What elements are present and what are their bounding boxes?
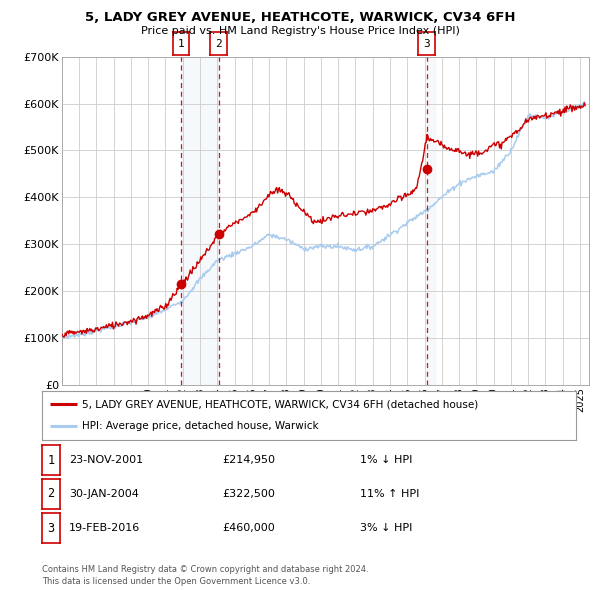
Text: 1: 1 [47,454,55,467]
Text: 2: 2 [47,487,55,500]
Text: 23-NOV-2001: 23-NOV-2001 [69,455,143,465]
Text: Contains HM Land Registry data © Crown copyright and database right 2024.: Contains HM Land Registry data © Crown c… [42,565,368,574]
Text: 5, LADY GREY AVENUE, HEATHCOTE, WARWICK, CV34 6FH (detached house): 5, LADY GREY AVENUE, HEATHCOTE, WARWICK,… [82,399,478,409]
Text: 1% ↓ HPI: 1% ↓ HPI [360,455,412,465]
Text: 19-FEB-2016: 19-FEB-2016 [69,523,140,533]
Bar [427,57,435,385]
Text: 1: 1 [178,39,184,48]
Text: Price paid vs. HM Land Registry's House Price Index (HPI): Price paid vs. HM Land Registry's House … [140,26,460,36]
Text: 11% ↑ HPI: 11% ↑ HPI [360,489,419,499]
Text: HPI: Average price, detached house, Warwick: HPI: Average price, detached house, Warw… [82,421,319,431]
Text: 3: 3 [423,39,430,48]
Text: 30-JAN-2004: 30-JAN-2004 [69,489,139,499]
Text: This data is licensed under the Open Government Licence v3.0.: This data is licensed under the Open Gov… [42,577,310,586]
Text: 5, LADY GREY AVENUE, HEATHCOTE, WARWICK, CV34 6FH: 5, LADY GREY AVENUE, HEATHCOTE, WARWICK,… [85,11,515,24]
Bar [181,57,218,385]
Text: £214,950: £214,950 [222,455,275,465]
Text: £460,000: £460,000 [222,523,275,533]
Text: 3: 3 [47,522,55,535]
Text: 2: 2 [215,39,222,48]
Text: 3% ↓ HPI: 3% ↓ HPI [360,523,412,533]
Text: £322,500: £322,500 [222,489,275,499]
